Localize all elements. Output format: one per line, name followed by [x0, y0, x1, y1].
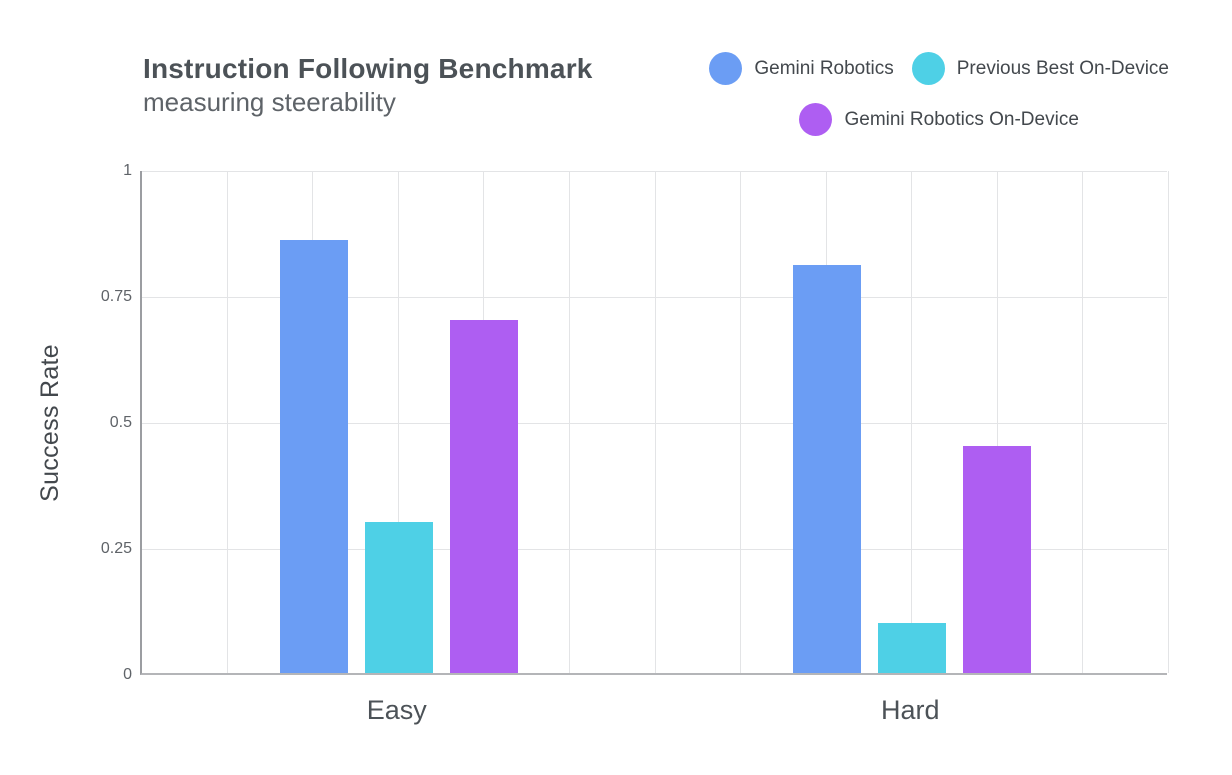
bar-hard-gemini-robotics-on-device [963, 446, 1032, 673]
legend-label: Gemini Robotics On-Device [844, 108, 1079, 130]
chart-title: Instruction Following Benchmark [143, 53, 593, 84]
legend-row-1: Gemini Robotics Previous Best On-Device [709, 52, 1169, 85]
y-tick-label: 0 [123, 666, 132, 683]
legend-row-2: Gemini Robotics On-Device [799, 103, 1079, 136]
y-tick-label: 0.75 [100, 288, 132, 305]
bar-hard-previous-best-on-device [878, 622, 947, 673]
legend-swatch-circle-purple-icon [799, 103, 833, 136]
x-category-label-easy: Easy [366, 695, 427, 725]
legend-swatch-circle-cyan-icon [911, 52, 945, 85]
y-tick-label: 1 [123, 162, 132, 179]
bar-easy-gemini-robotics [279, 239, 348, 673]
legend-swatch-circle-blue-icon [709, 52, 743, 85]
chart-subtitle: measuring steerability [143, 87, 396, 117]
gridline-vertical [911, 171, 913, 673]
y-axis-title-wrap: Success Rate [30, 171, 70, 675]
gridline-vertical [1168, 171, 1169, 673]
x-category-label-hard: Hard [880, 695, 940, 725]
gridline-vertical [226, 171, 228, 673]
gridline-vertical [654, 171, 656, 673]
bar-easy-previous-best-on-device [364, 521, 433, 673]
y-tick-label: 0.25 [100, 540, 132, 557]
y-axis-title: Success Rate [35, 344, 64, 502]
legend: Gemini Robotics Previous Best On-Device … [709, 52, 1169, 136]
gridline-vertical [568, 171, 570, 673]
legend-label: Previous Best On-Device [956, 57, 1169, 79]
bar-hard-gemini-robotics [793, 264, 862, 673]
y-tick-label: 0.5 [109, 414, 132, 431]
gridline-vertical [740, 171, 742, 673]
gridline-vertical [1082, 171, 1084, 673]
legend-item-gemini-robotics: Gemini Robotics [709, 52, 894, 85]
gridline-vertical [397, 171, 399, 673]
bar-easy-gemini-robotics-on-device [449, 320, 518, 673]
gridline-vertical [996, 171, 998, 673]
legend-item-previous-best-on-device: Previous Best On-Device [911, 52, 1169, 85]
title-block: Instruction Following Benchmark measurin… [143, 52, 593, 118]
legend-item-gemini-robotics-on-device: Gemini Robotics On-Device [799, 103, 1079, 136]
plot-area [140, 171, 1169, 675]
legend-label: Gemini Robotics [754, 57, 894, 79]
